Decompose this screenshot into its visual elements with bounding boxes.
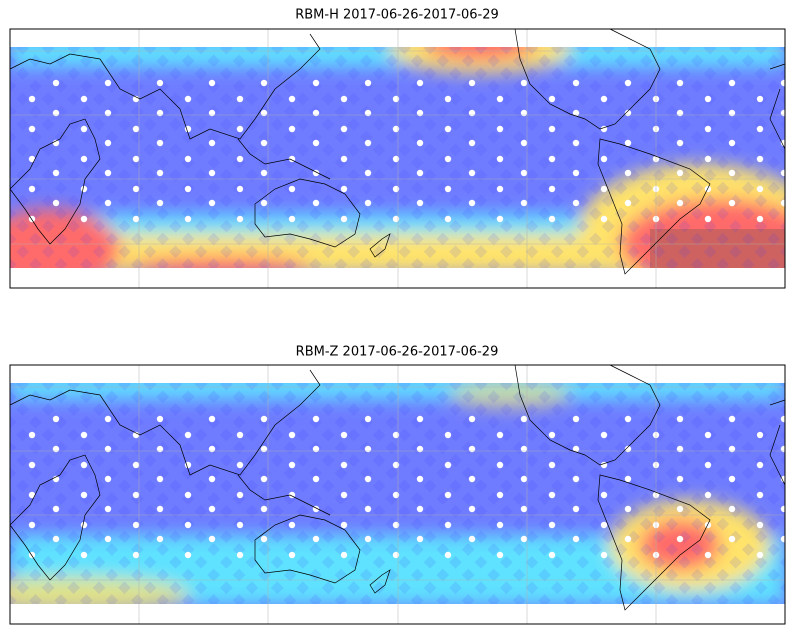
map-panel	[9, 364, 786, 625]
map-title: RBM-Z 2017-06-26-2017-06-29	[296, 345, 499, 360]
map-panel	[9, 28, 786, 289]
map-title: RBM-H 2017-06-26-2017-06-29	[295, 8, 499, 23]
